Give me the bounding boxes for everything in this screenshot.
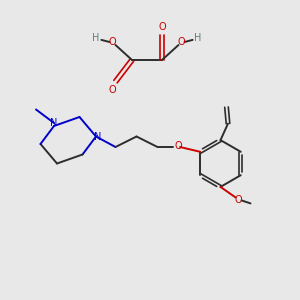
Text: O: O (235, 195, 242, 206)
Text: O: O (108, 85, 116, 95)
Text: N: N (94, 131, 101, 142)
Text: O: O (178, 37, 185, 47)
Text: O: O (109, 37, 116, 47)
Text: N: N (50, 118, 58, 128)
Text: H: H (92, 33, 100, 43)
Text: H: H (194, 33, 202, 43)
Text: O: O (174, 140, 182, 151)
Text: O: O (158, 22, 166, 32)
